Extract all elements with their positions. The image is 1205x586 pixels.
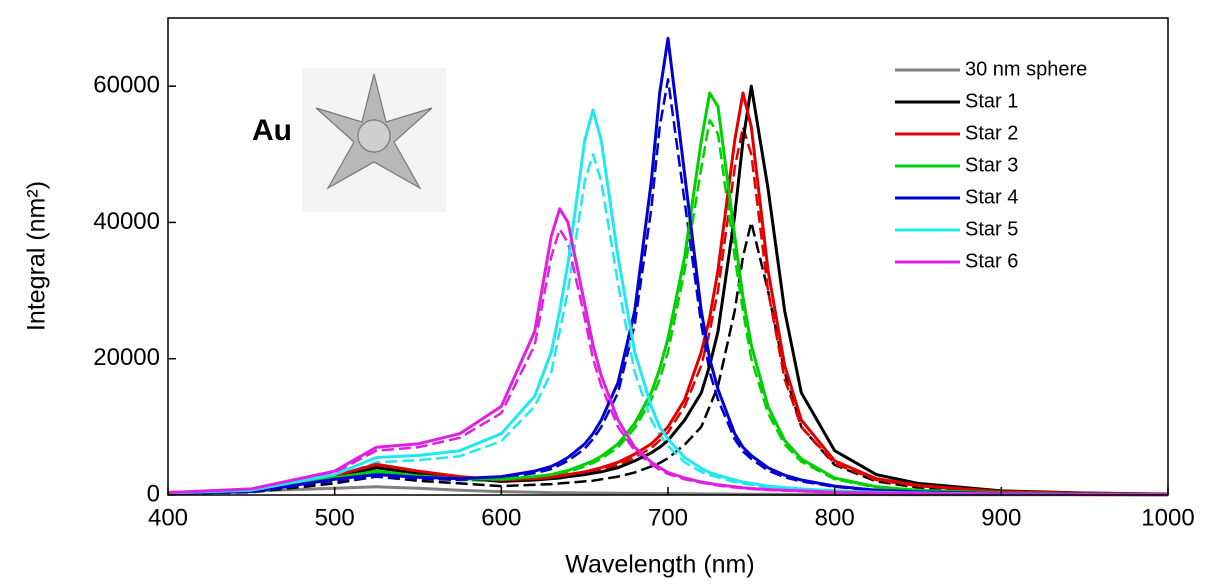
- legend-label: Star 3: [965, 154, 1018, 176]
- y-tick-label: 20000: [93, 344, 160, 371]
- legend-label: Star 6: [965, 250, 1018, 272]
- x-tick-label: 1000: [1141, 504, 1194, 531]
- x-tick-label: 600: [481, 504, 521, 531]
- x-tick-label: 900: [981, 504, 1021, 531]
- legend-label: Star 4: [965, 186, 1018, 208]
- series-line: [167, 221, 1169, 496]
- y-tick-label: 60000: [93, 71, 160, 98]
- legend-label: 30 nm sphere: [965, 58, 1087, 80]
- legend-label: Star 1: [965, 90, 1018, 112]
- series-line: [167, 118, 1169, 496]
- legend-label: Star 5: [965, 218, 1018, 240]
- x-axis-label: Wavelength (nm): [565, 551, 754, 579]
- series-line: [167, 36, 1169, 497]
- series-line: [167, 91, 1169, 496]
- x-tick-label: 700: [648, 504, 688, 531]
- annotation: Au: [252, 114, 292, 147]
- inset-image: [302, 68, 446, 212]
- x-tick-label: 500: [315, 504, 355, 531]
- legend-label: Star 2: [965, 122, 1018, 144]
- y-tick-label: 40000: [93, 208, 160, 235]
- series-line: [167, 227, 1169, 497]
- series-line: [167, 207, 1169, 497]
- x-tick-label: 800: [815, 504, 855, 531]
- series-line: [167, 108, 1169, 497]
- x-tick-label: 400: [148, 504, 188, 531]
- series-line: [167, 125, 1169, 496]
- y-axis-label: Integral (nm²): [23, 181, 51, 331]
- y-tick-label: 0: [147, 480, 160, 507]
- plot-area: [167, 36, 1169, 497]
